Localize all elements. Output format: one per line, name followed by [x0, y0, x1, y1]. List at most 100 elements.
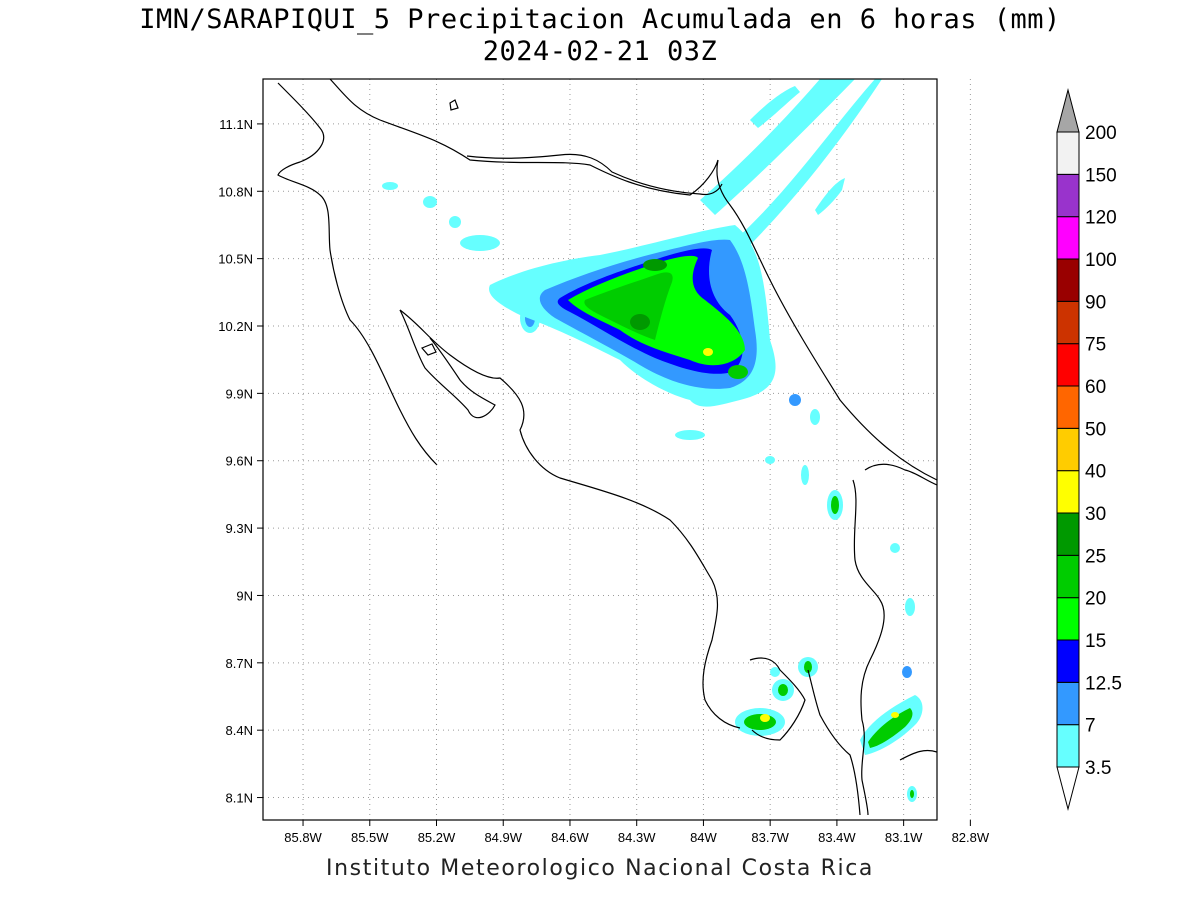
precip-patch-carib-1b	[831, 496, 839, 514]
colorbar-level-label: 7	[1085, 716, 1096, 737]
precip-patch-nw-2	[423, 196, 437, 208]
colorbar-swatch	[1056, 554, 1080, 599]
lon-tick-label: 84.6W	[551, 830, 589, 845]
nicoya-gulf	[399, 309, 741, 729]
northern-border	[466, 153, 723, 196]
colorbar-level-label: 60	[1085, 377, 1106, 398]
colorbar-swatch	[1056, 258, 1080, 302]
map-valid-time: 2024-02-21 03Z	[482, 36, 718, 67]
coastlines-and-borders	[277, 79, 937, 816]
panama-coast-se	[899, 749, 937, 761]
map-gridlines	[263, 79, 971, 820]
precipitation-colorbar: 3.5 7 12.5 15 20 25 30 40 50 60 75 90 100 120 150 200	[1056, 88, 1122, 811]
precip-patch-osa-1c	[760, 714, 770, 722]
nicaragua-border	[277, 82, 438, 466]
map-title: IMN/SARAPIQUI_5 Precipitacion Acumulada …	[139, 4, 1061, 35]
golfo-dulce	[807, 669, 861, 816]
colorbar-level-label: 20	[1085, 589, 1106, 610]
lat-tick-label: 9.9N	[226, 386, 253, 401]
lon-tick-label: 84.9W	[484, 830, 522, 845]
colorbar-level-label: 3.5	[1085, 758, 1111, 779]
colorbar-swatch	[1056, 300, 1080, 345]
osa-peninsula	[749, 657, 806, 741]
colorbar-swatch	[1056, 343, 1080, 387]
lon-tick-label: 82.8W	[952, 830, 990, 845]
colorbar-level-label: 15	[1085, 631, 1106, 652]
colorbar-swatch	[1056, 470, 1080, 514]
panama-coast-ne	[864, 463, 937, 486]
colorbar-swatch	[1056, 724, 1080, 768]
precip-patch-s-5	[801, 465, 809, 485]
precip-patch-nw-4	[460, 235, 500, 251]
colorbar-swatch	[1056, 385, 1080, 429]
precip-patch-osa-4	[770, 667, 780, 677]
lat-tick-label: 8.7N	[226, 656, 253, 671]
lake-islet	[449, 99, 459, 111]
colorbar-swatch	[1056, 131, 1080, 175]
precip-patch-carib-3	[905, 598, 915, 616]
colorbar-lower-arrow	[1056, 766, 1080, 811]
colorbar-level-label: 150	[1085, 165, 1117, 186]
colorbar-swatch	[1056, 512, 1080, 556]
precip-patch-s-2	[789, 394, 801, 406]
precip-patch-se-2	[902, 666, 912, 678]
colorbar-swatch	[1056, 173, 1080, 218]
colorbar-swatch	[1056, 681, 1080, 726]
footer-credit: Instituto Meteorologico Nacional Costa R…	[326, 856, 874, 881]
precip-patch-nw-3	[449, 216, 461, 228]
precip-patch-osa-2b	[778, 684, 788, 696]
precip-streak-3	[750, 86, 800, 128]
lat-tick-label: 9.3N	[226, 521, 253, 536]
lon-tick-label: 85.2W	[418, 830, 456, 845]
precip-streak-1	[700, 79, 855, 215]
precip-core-1	[643, 259, 667, 271]
colorbar-level-label: 200	[1085, 123, 1117, 144]
colorbar-level-label: 100	[1085, 250, 1117, 271]
colorbar-level-label: 90	[1085, 292, 1106, 313]
precip-core-2	[630, 314, 650, 330]
precip-core-3	[703, 348, 713, 356]
lon-tick-label: 84W	[690, 830, 717, 845]
colorbar-level-label: 50	[1085, 419, 1106, 440]
lon-tick-label: 85.8W	[284, 830, 322, 845]
lat-tick-label: 10.2N	[218, 319, 253, 334]
lon-tick-label: 83.1W	[885, 830, 923, 845]
colorbar-level-label: 12.5	[1085, 673, 1122, 694]
colorbar-level-label: 25	[1085, 546, 1106, 567]
colorbar-level-label: 75	[1085, 335, 1106, 356]
colorbar-level-label: 120	[1085, 208, 1117, 229]
precip-patch-osa-1b	[744, 714, 776, 730]
lon-tick-label: 84.3W	[618, 830, 656, 845]
longitude-axis: 85.8W 85.5W 85.2W 84.9W 84.6W 84.3W 84W 83.7W 83…	[284, 820, 990, 845]
nicoya-peninsula	[399, 309, 496, 419]
precip-patch-carib-2	[890, 543, 900, 553]
precip-patch-border-core	[891, 712, 899, 718]
colorbar-swatch	[1056, 597, 1080, 641]
precip-streak-2	[735, 79, 882, 250]
precip-patch-border-b	[868, 708, 913, 748]
precip-patch-se-1b	[910, 790, 914, 798]
lat-tick-label: 11.1N	[219, 117, 253, 132]
colorbar-swatch	[1056, 427, 1080, 472]
precip-patch-s-3	[810, 409, 820, 425]
lat-tick-label: 9.6N	[226, 454, 253, 469]
panama-border	[852, 479, 885, 816]
lon-tick-label: 83.7W	[751, 830, 789, 845]
caribbean-coast	[716, 159, 937, 481]
colorbar-level-label: 40	[1085, 462, 1106, 483]
colorbar-upper-arrow	[1056, 88, 1080, 133]
map-frame	[262, 78, 938, 821]
colorbar-level-label: 30	[1085, 504, 1106, 525]
precip-patch-s-1	[675, 430, 705, 440]
precip-patch-east	[728, 365, 748, 379]
lon-tick-label: 85.5W	[351, 830, 389, 845]
precip-main-darkgreen	[584, 272, 673, 340]
chira-island	[420, 343, 437, 356]
colorbar-swatch	[1056, 216, 1080, 260]
lake-nicaragua-shore	[329, 79, 719, 196]
latitude-axis: 11.1N 10.8N 10.5N 10.2N 9.9N 9.6N 9.3N 9N 8.7N 8.…	[218, 117, 263, 806]
lat-tick-label: 9N	[236, 588, 253, 603]
colorbar-swatch	[1056, 639, 1080, 683]
lon-tick-label: 83.4W	[818, 830, 856, 845]
